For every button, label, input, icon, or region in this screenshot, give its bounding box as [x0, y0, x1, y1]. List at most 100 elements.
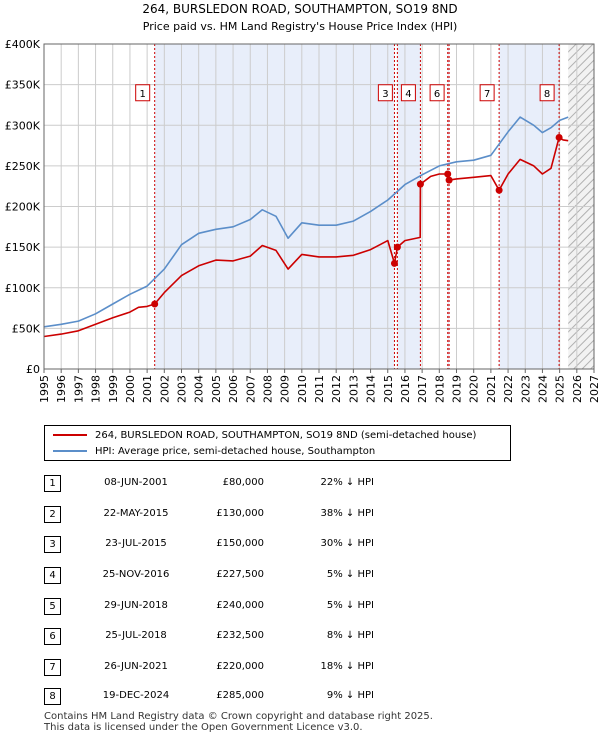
x-tick-label: 1995: [38, 375, 51, 403]
x-tick-label: 2022: [502, 375, 515, 403]
chart-label-box: [539, 84, 555, 102]
x-tick-label: 1996: [55, 375, 68, 403]
chart-label-box: [135, 84, 151, 102]
transaction-hpi-diff: 5% ↓ HPI: [326, 569, 374, 580]
chart-subtitle: Price paid vs. HM Land Registry's House …: [143, 20, 458, 33]
transaction-hpi-diff: 18% ↓ HPI: [320, 661, 374, 672]
chart-legend: 264, BURSLEDON ROAD, SOUTHAMPTON, SO19 8…: [44, 425, 511, 461]
y-tick-label: £0: [26, 363, 40, 376]
x-tick-label: 2008: [261, 375, 274, 403]
x-tick-label: 2011: [313, 375, 326, 403]
table-row: 6 25-JUL-2018 £232,500 8% ↓ HPI: [44, 626, 564, 648]
transaction-hpi-diff: 8% ↓ HPI: [326, 630, 374, 641]
transaction-date: 25-NOV-2016: [102, 569, 170, 580]
table-row: 7 26-JUN-2021 £220,000 18% ↓ HPI: [44, 657, 564, 679]
legend-label-hpi: HPI: Average price, semi-detached house,…: [95, 446, 376, 457]
price-chart: 264, BURSLEDON ROAD, SOUTHAMPTON, SO19 8…: [5, 2, 600, 403]
x-tick-label: 2026: [571, 375, 584, 403]
transaction-price: £285,000: [216, 690, 264, 701]
chart-transaction-label: 4: [400, 84, 416, 102]
sale-point: [495, 186, 503, 194]
y-tick-label: £400K: [5, 38, 41, 51]
x-tick-label: 2025: [554, 375, 567, 403]
x-tick-label: 2010: [296, 375, 309, 403]
footer-attribution: Contains HM Land Registry data © Crown c…: [44, 711, 433, 733]
x-tick-label: 2009: [279, 375, 292, 403]
transaction-number-badge: 8: [44, 688, 61, 705]
chart-label-number: 7: [484, 89, 490, 100]
chart-label-number: 1: [140, 89, 146, 100]
transaction-date: 22-MAY-2015: [103, 508, 169, 519]
x-tick-label: 2016: [399, 375, 412, 403]
property-price-line: [44, 136, 569, 338]
transaction-hpi-diff: 5% ↓ HPI: [326, 600, 374, 611]
x-tick-label: 2003: [176, 375, 189, 403]
chart-transaction-label: 8: [539, 84, 555, 102]
x-tick-label: 2006: [227, 375, 240, 403]
sale-point: [393, 243, 401, 251]
sale-point: [390, 259, 398, 267]
transaction-hpi-diff: 22% ↓ HPI: [320, 477, 374, 488]
x-tick-label: 2020: [468, 375, 481, 403]
x-tick-label: 2004: [193, 375, 206, 403]
x-tick-label: 2023: [519, 375, 532, 403]
transaction-date: 26-JUN-2021: [104, 661, 168, 672]
legend-item-property: 264, BURSLEDON ROAD, SOUTHAMPTON, SO19 8…: [53, 429, 476, 443]
y-tick-label: £250K: [5, 160, 41, 173]
x-tick-label: 2015: [382, 375, 395, 403]
table-row: 5 29-JUN-2018 £240,000 5% ↓ HPI: [44, 596, 564, 618]
transaction-hpi-diff: 38% ↓ HPI: [320, 508, 374, 519]
x-tick-label: 1997: [72, 375, 85, 403]
transaction-price: £232,500: [216, 630, 264, 641]
y-tick-label: £350K: [5, 79, 41, 92]
x-tick-label: 2007: [244, 375, 257, 403]
sale-point: [445, 176, 453, 184]
x-tick-label: 2000: [124, 375, 137, 403]
x-tick-label: 2021: [485, 375, 498, 403]
transaction-number-badge: 4: [44, 567, 61, 584]
transaction-date: 23-JUL-2015: [105, 538, 167, 549]
sale-point: [444, 170, 452, 178]
x-tick-label: 2018: [433, 375, 446, 403]
chart-transaction-label: 7: [479, 84, 495, 102]
x-tick-label: 2013: [347, 375, 360, 403]
table-row: 1 08-JUN-2001 £80,000 22% ↓ HPI: [44, 473, 564, 495]
transaction-date: 08-JUN-2001: [104, 477, 168, 488]
transaction-hpi-diff: 9% ↓ HPI: [326, 690, 374, 701]
transaction-price: £80,000: [222, 477, 264, 488]
y-tick-label: £200K: [5, 201, 41, 214]
chart-transaction-label: 6: [429, 84, 445, 102]
transaction-number-badge: 7: [44, 659, 61, 676]
chart-transaction-label: 3: [377, 84, 393, 102]
transaction-date: 29-JUN-2018: [104, 600, 168, 611]
footer-copyright: Contains HM Land Registry data © Crown c…: [44, 711, 433, 722]
transaction-price: £150,000: [216, 538, 264, 549]
x-tick-label: 2027: [588, 375, 600, 403]
legend-item-hpi: HPI: Average price, semi-detached house,…: [53, 445, 375, 459]
transaction-number-badge: 6: [44, 628, 61, 645]
hpi-line: [44, 116, 569, 328]
chart-label-box: [479, 84, 495, 102]
transaction-number-badge: 5: [44, 598, 61, 615]
chart-label-box: [377, 84, 393, 102]
x-tick-label: 2005: [210, 375, 223, 403]
sale-point: [151, 300, 159, 308]
legend-swatch-hpi: [53, 450, 87, 452]
x-tick-label: 2002: [158, 375, 171, 403]
x-tick-label: 2017: [416, 375, 429, 403]
chart-label-number: 6: [434, 89, 440, 100]
x-tick-label: 2012: [330, 375, 343, 403]
legend-label-property: 264, BURSLEDON ROAD, SOUTHAMPTON, SO19 8…: [95, 430, 477, 441]
chart-title: 264, BURSLEDON ROAD, SOUTHAMPTON, SO19 8…: [142, 2, 457, 16]
x-tick-label: 2001: [141, 375, 154, 403]
table-row: 8 19-DEC-2024 £285,000 9% ↓ HPI: [44, 686, 564, 708]
transaction-number-badge: 3: [44, 536, 61, 553]
y-tick-label: £150K: [5, 241, 41, 254]
transaction-price: £227,500: [216, 569, 264, 580]
chart-transaction-label: 1: [135, 84, 151, 102]
sale-point: [416, 180, 424, 188]
table-row: 2 22-MAY-2015 £130,000 38% ↓ HPI: [44, 504, 564, 526]
chart-label-number: 3: [382, 89, 388, 100]
footer-licence: This data is licensed under the Open Gov…: [44, 722, 363, 733]
transaction-hpi-diff: 30% ↓ HPI: [320, 538, 374, 549]
